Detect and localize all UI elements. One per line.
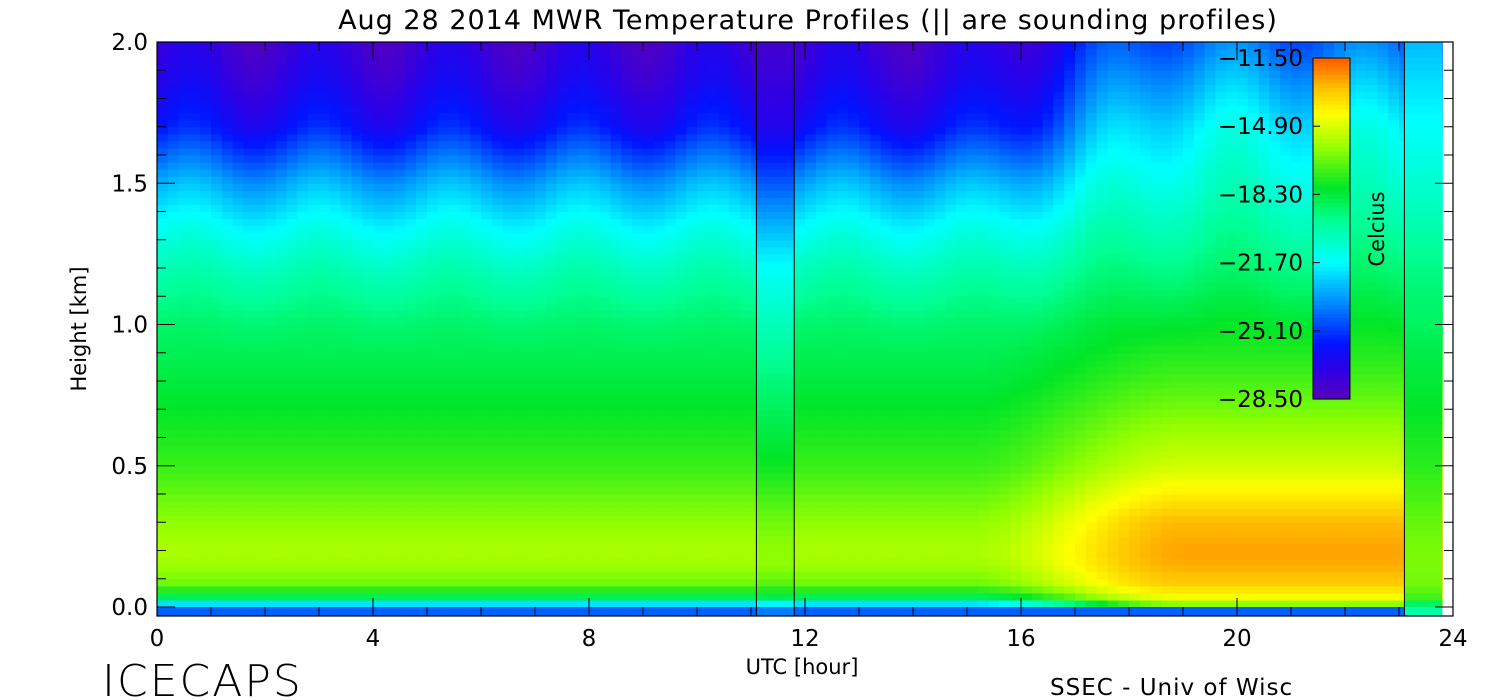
y-axis-label: Height [km] xyxy=(67,266,91,391)
chart-title: Aug 28 2014 MWR Temperature Profiles (||… xyxy=(338,5,1278,36)
x-tick-label: 4 xyxy=(366,626,381,652)
temperature-heatmap xyxy=(157,42,1443,616)
y-tick-label: 1.0 xyxy=(111,313,148,339)
colorbar-tick-label: −18.30 xyxy=(1218,182,1303,208)
x-tick-label: 12 xyxy=(790,626,819,652)
x-tick-label: 0 xyxy=(150,626,165,652)
colorbar-tick-label: −25.10 xyxy=(1218,319,1303,345)
colorbar-tick-label: −14.90 xyxy=(1218,114,1303,140)
x-tick-label: 8 xyxy=(582,626,597,652)
x-axis-label: UTC [hour] xyxy=(746,655,859,679)
ssec-credit: SSEC - Univ of Wisc xyxy=(1050,675,1293,700)
y-tick-label: 0.5 xyxy=(111,454,148,480)
colorbar-tick-label: −11.50 xyxy=(1218,46,1303,72)
y-tick-label: 2.0 xyxy=(111,30,148,56)
colorbar-tick-label: −28.50 xyxy=(1218,387,1303,413)
y-tick-label: 0.0 xyxy=(111,595,148,621)
colorbar: −11.50 −14.90 −18.30 −21.70 −25.10 −28.50 xyxy=(1218,46,1351,413)
colorbar-label: Celcius xyxy=(1365,191,1389,266)
x-tick-label: 16 xyxy=(1006,626,1035,652)
x-axis: 0 4 8 12 16 20 24 xyxy=(150,42,1468,652)
x-tick-label: 24 xyxy=(1438,626,1467,652)
y-tick-label: 1.5 xyxy=(111,171,148,197)
y-axis: 0.0 0.5 1.0 1.5 2.0 xyxy=(111,30,1453,621)
x-tick-label: 20 xyxy=(1222,626,1251,652)
colorbar-tick-label: −21.70 xyxy=(1218,251,1303,277)
icecaps-logo: ICECAPS xyxy=(102,656,303,700)
sounding-profiles xyxy=(755,42,1443,616)
